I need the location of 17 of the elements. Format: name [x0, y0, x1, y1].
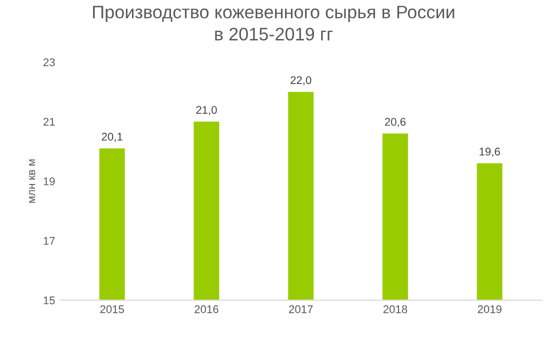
data-label: 22,0	[290, 76, 312, 86]
x-tick-label: 2019	[478, 305, 502, 314]
data-label: 20,1	[102, 132, 122, 142]
x-tick-label: 2016	[194, 305, 218, 314]
data-label: 19,6	[480, 148, 500, 157]
chart-title: Производство кожевенного сырья в России в 2015-2019 гг	[93, 6, 454, 40]
y-tick-label: 21	[44, 118, 55, 126]
y-tick-label: 19	[44, 177, 55, 186]
y-tick-label: 23	[44, 58, 55, 66]
y-axis-title: млн кв м	[29, 159, 36, 203]
x-tick-label: 2015	[100, 305, 124, 314]
y-tick-label: 17	[44, 237, 55, 245]
x-tick-label: 2018	[383, 305, 408, 314]
data-label: 21,0	[196, 106, 217, 116]
x-tick-label: 2017	[289, 305, 313, 314]
data-label: 20,6	[384, 118, 406, 128]
y-tick-label: 15	[44, 296, 55, 304]
